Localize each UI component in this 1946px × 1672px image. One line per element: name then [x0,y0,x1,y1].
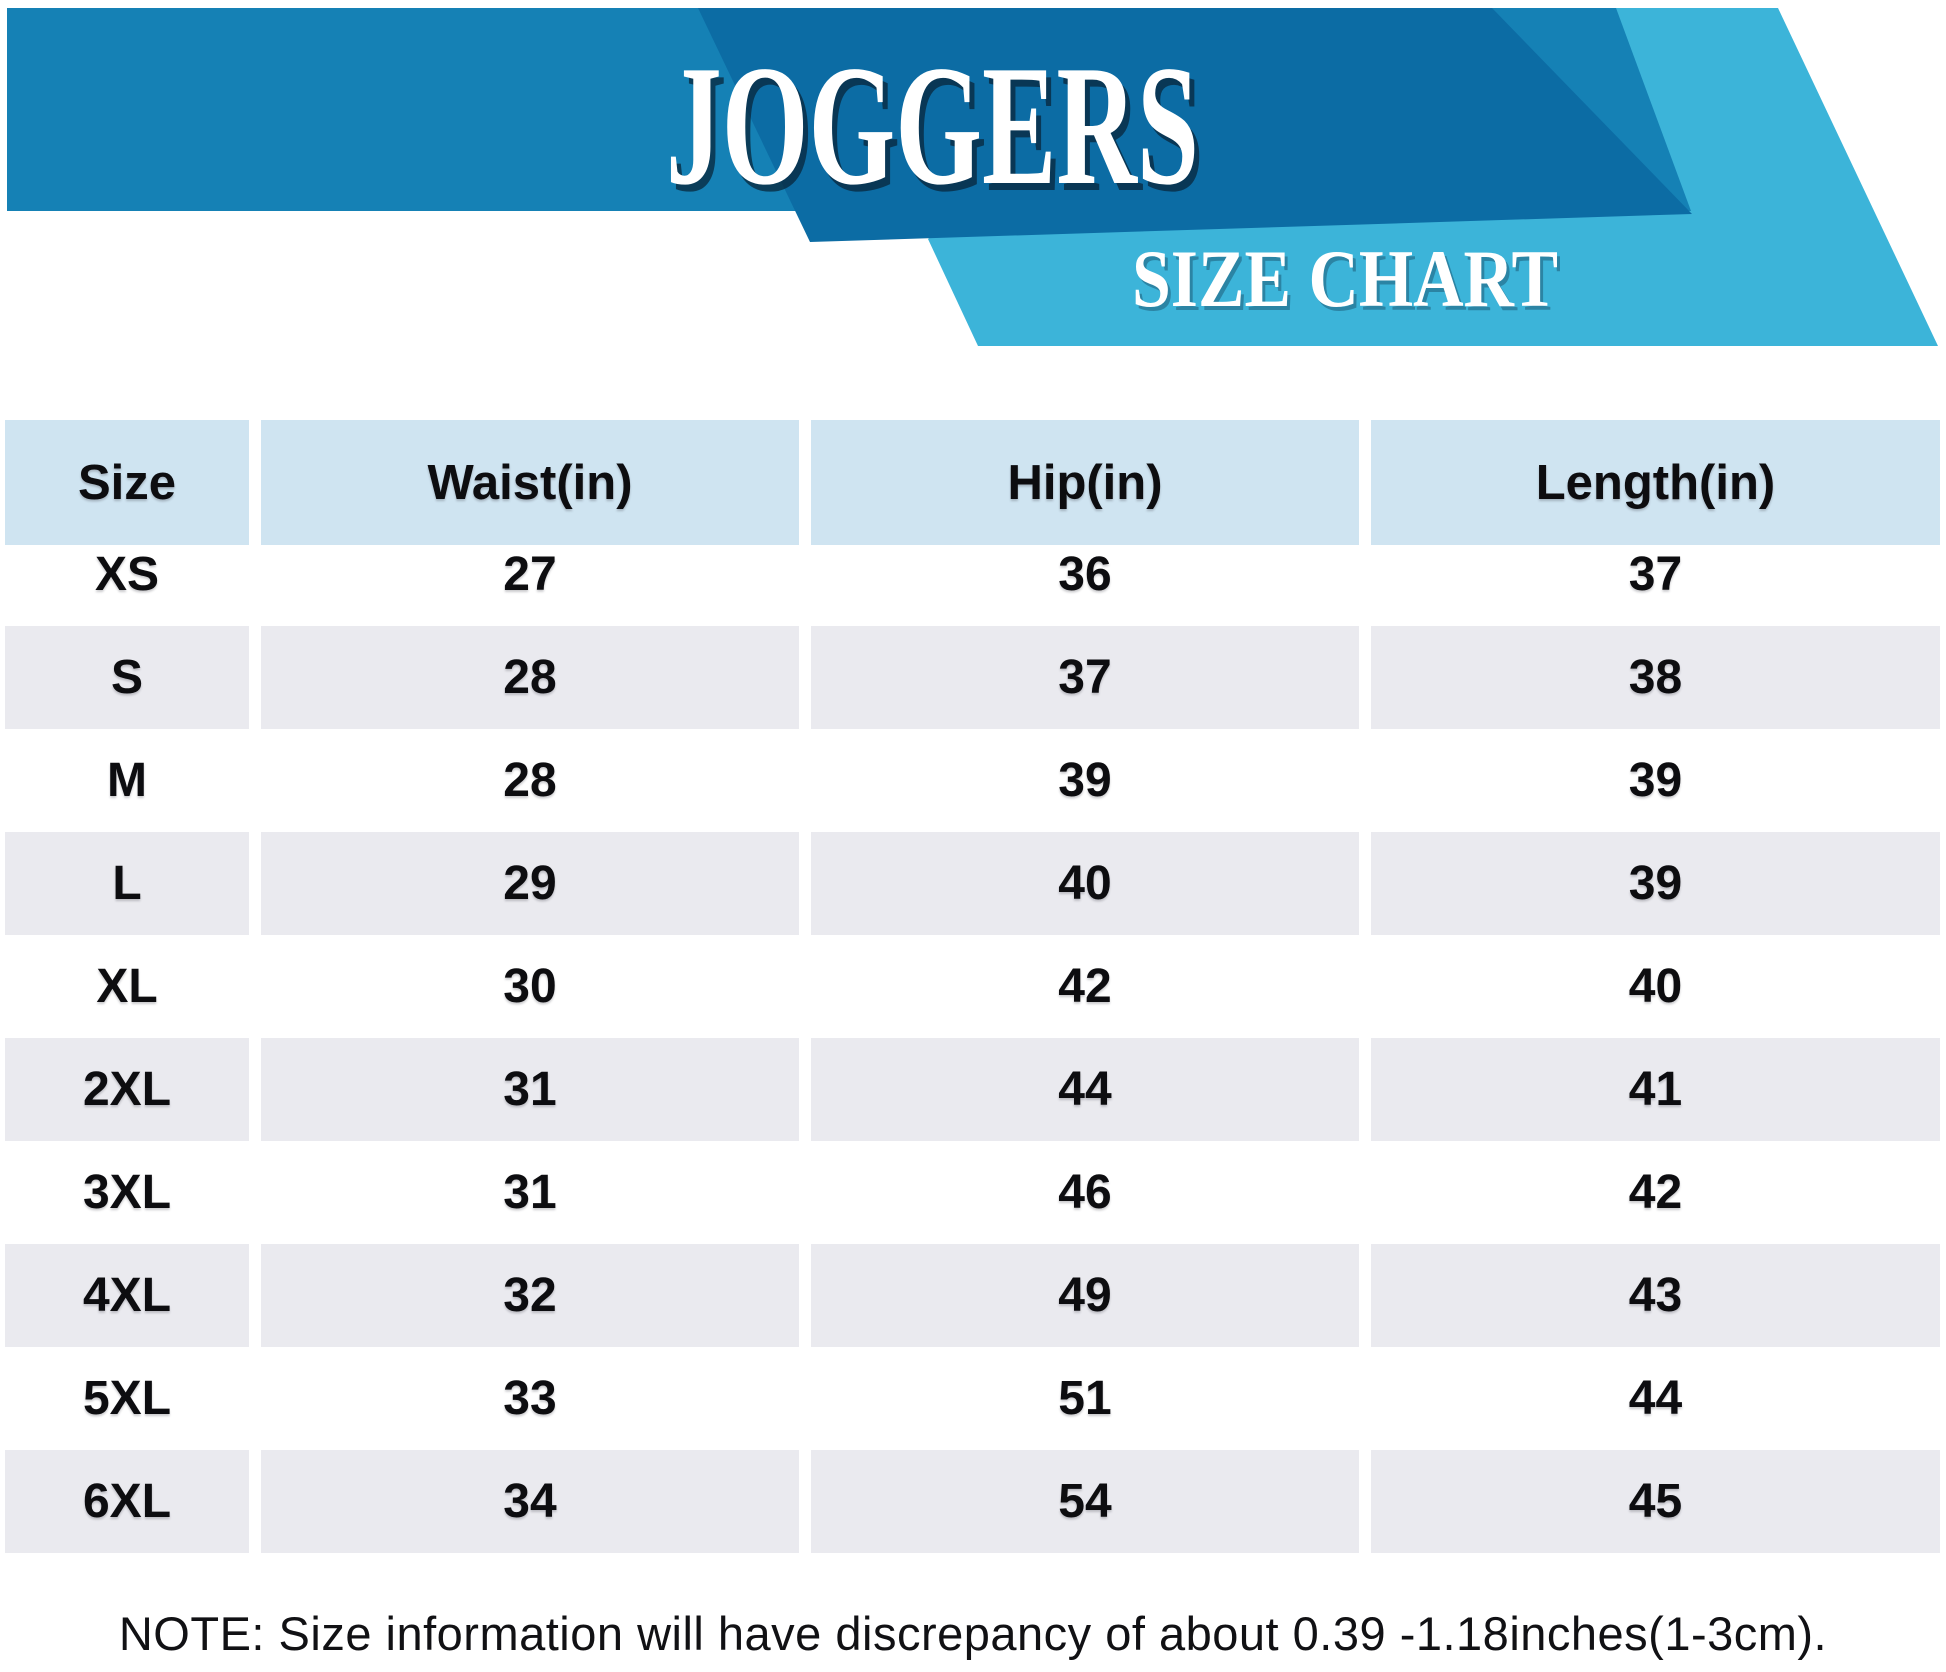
size-chart-subtitle: SIZE CHART [1132,233,1558,324]
length-cell: 37 [1628,548,1683,601]
hip-cell: 39 [1058,754,1112,807]
length-cell: 40 [1628,960,1683,1013]
waist-cell: 29 [261,832,799,935]
size-cell: XL [96,960,158,1013]
column-header-hip: Hip(in) [811,420,1359,545]
length-cell: 39 [1628,754,1683,807]
waist-cell: 34 [261,1450,799,1553]
note-text: NOTE: Size information will have discrep… [118,1606,1828,1660]
column-header-waist: Waist(in) [261,420,799,545]
banner-dark-shape [698,8,1692,242]
size-cell: 5XL [82,1372,172,1425]
length-cell: 38 [1371,626,1940,729]
size-table: Size Waist(in) Hip(in) Length(in) XS 27 36… [5,420,1940,1553]
size-chart-subtitle-shadow: SIZE CHART [1135,237,1561,328]
header-banner: JOGGERS JOGGERS SIZE CHART SIZE CHART [7,8,1938,346]
size-cell: 6XL [5,1450,249,1553]
waist-cell: 28 [503,754,557,807]
column-header-size: Size [5,420,249,545]
size-cell: 3XL [82,1166,172,1219]
column-header-length: Length(in) [1371,420,1940,545]
waist-cell: 27 [503,548,557,601]
size-cell: S [5,626,249,729]
length-cell: 39 [1371,832,1940,935]
joggers-title: JOGGERS [666,31,1199,221]
waist-cell: 28 [261,626,799,729]
hip-cell: 46 [1058,1166,1112,1219]
hip-cell: 42 [1058,960,1112,1013]
hip-cell: 40 [811,832,1359,935]
hip-cell: 44 [811,1038,1359,1141]
hip-cell: 37 [811,626,1359,729]
hip-cell: 54 [811,1450,1359,1553]
length-cell: 42 [1628,1166,1683,1219]
size-cell: 4XL [5,1244,249,1347]
joggers-title-shadow: JOGGERS [671,38,1204,228]
length-cell: 43 [1371,1244,1940,1347]
hip-cell: 36 [1058,548,1112,601]
waist-cell: 30 [503,960,557,1013]
size-cell: M [107,754,147,807]
length-cell: 45 [1371,1450,1940,1553]
waist-cell: 33 [503,1372,557,1425]
hip-cell: 49 [811,1244,1359,1347]
size-cell: L [5,832,249,935]
size-cell: XS [94,548,160,601]
waist-cell: 32 [261,1244,799,1347]
size-cell: 2XL [5,1038,249,1141]
hip-cell: 51 [1058,1372,1112,1425]
waist-cell: 31 [503,1166,557,1219]
length-cell: 41 [1371,1038,1940,1141]
waist-cell: 31 [261,1038,799,1141]
length-cell: 44 [1628,1372,1683,1425]
